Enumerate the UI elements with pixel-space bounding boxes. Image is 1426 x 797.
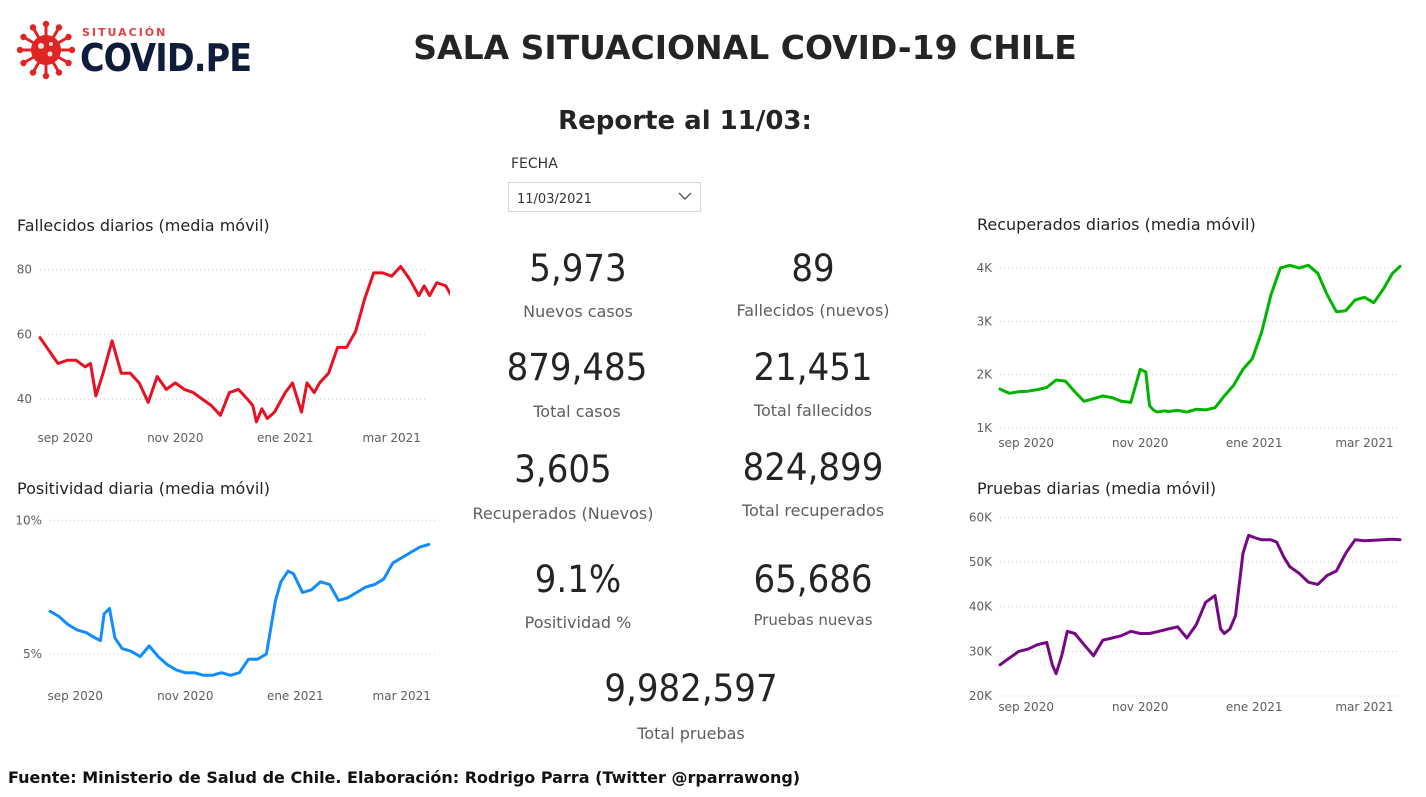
y-tick-label: 80 <box>17 263 32 277</box>
x-tick-label: mar 2021 <box>1335 436 1393 450</box>
y-tick-label: 2K <box>976 368 993 382</box>
x-tick-label: ene 2021 <box>1226 700 1283 714</box>
x-tick-label: ene 2021 <box>257 431 314 445</box>
y-tick-label: 40 <box>17 392 32 406</box>
kpi-pruebas-nuevas-value: 65,686 <box>753 558 873 601</box>
x-tick-label: nov 2020 <box>147 431 203 445</box>
x-tick-label: sep 2020 <box>37 431 93 445</box>
x-tick-label: mar 2021 <box>363 431 421 445</box>
kpi-total-pruebas-label: Total pruebas <box>637 724 745 743</box>
series-line-pruebas[interactable] <box>998 533 1402 676</box>
x-tick-label: sep 2020 <box>47 689 103 703</box>
chart-recuperados[interactable]: 1K 2K 3K 4K sep 2020 nov 2020 ene 2021 mar 2021 <box>960 240 1410 455</box>
kpi-pruebas-nuevas-label: Pruebas nuevas <box>753 611 873 629</box>
series-line-recuperados[interactable] <box>998 263 1402 414</box>
kpi-total-fallecidos-value: 21,451 <box>753 346 873 389</box>
chart-title-recuperados: Recuperados diarios (media móvil) <box>977 215 1256 234</box>
y-tick-label: 1K <box>976 421 993 435</box>
chart-title-pruebas: Pruebas diarias (media móvil) <box>977 479 1217 498</box>
source-footer: Fuente: Ministerio de Salud de Chile. El… <box>8 768 801 787</box>
logo-subtitle: SITUACIÓN <box>82 26 168 39</box>
x-tick-label: nov 2020 <box>1112 436 1168 450</box>
date-filter-label: FECHA <box>511 156 558 172</box>
kpi-nuevos-casos-value: 5,973 <box>529 247 627 290</box>
series-line-positividad[interactable] <box>48 542 431 677</box>
chart-title-positividad: Positividad diaria (media móvil) <box>17 479 270 498</box>
chart-fallecidos[interactable]: 40 60 80 sep 2020 nov 2020 ene 2021 mar 2021 <box>0 240 450 455</box>
kpi-total-recuperados-label: Total recuperados <box>741 501 885 520</box>
kpi-fallecidos-nuevos-value: 89 <box>791 247 835 290</box>
y-tick-label: 4K <box>976 261 993 275</box>
logo-title: COVID.PE <box>80 36 252 80</box>
kpi-nuevos-casos-label: Nuevos casos <box>523 302 633 321</box>
chart-pruebas[interactable]: 20K 30K 40K 50K 60K sep 2020 nov 2020 ene 2021 m… <box>960 503 1410 718</box>
report-date-title: Reporte al 11/03: <box>558 106 812 136</box>
y-tick-label: 60K <box>969 510 993 524</box>
y-tick-label: 30K <box>969 644 993 658</box>
date-filter-dropdown[interactable]: 11/03/2021 <box>508 182 701 212</box>
y-tick-label: 20K <box>969 689 993 703</box>
kpi-recuperados-nuevos-label: Recuperados (Nuevos) <box>472 504 654 523</box>
x-tick-label: sep 2020 <box>998 700 1054 714</box>
chart-positividad[interactable]: 5% 10% sep 2020 nov 2020 ene 2021 mar 2021 <box>0 503 450 713</box>
brand-logo: SITUACIÓN COVID.PE <box>16 14 252 86</box>
x-tick-label: mar 2021 <box>373 689 431 703</box>
date-filter-value: 11/03/2021 <box>517 192 592 207</box>
kpi-total-pruebas-value: 9,982,597 <box>604 667 778 710</box>
x-tick-label: sep 2020 <box>998 436 1054 450</box>
kpi-total-recuperados-value: 824,899 <box>742 446 884 489</box>
kpi-positividad-value: 9.1% <box>534 558 622 601</box>
x-tick-label: ene 2021 <box>1226 436 1283 450</box>
y-tick-label: 50K <box>969 555 993 569</box>
y-tick-label: 5% <box>23 647 42 661</box>
virus-icon <box>16 20 76 80</box>
x-tick-label: nov 2020 <box>157 689 213 703</box>
kpi-total-fallecidos-label: Total fallecidos <box>753 401 873 420</box>
page-title: SALA SITUACIONAL COVID-19 CHILE <box>413 28 1077 67</box>
kpi-total-casos-value: 879,485 <box>506 346 648 389</box>
y-tick-label: 10% <box>15 513 42 527</box>
kpi-fallecidos-nuevos-label: Fallecidos (nuevos) <box>736 301 890 320</box>
kpi-total-casos-label: Total casos <box>533 402 621 421</box>
y-tick-label: 60 <box>17 327 32 341</box>
chart-title-fallecidos: Fallecidos diarios (media móvil) <box>17 216 270 235</box>
x-tick-label: ene 2021 <box>267 689 324 703</box>
y-tick-label: 40K <box>969 600 993 614</box>
kpi-recuperados-nuevos-value: 3,605 <box>514 448 612 491</box>
chevron-down-icon <box>678 192 692 200</box>
y-tick-label: 3K <box>976 314 993 328</box>
kpi-positividad-label: Positividad % <box>524 613 632 632</box>
x-tick-label: mar 2021 <box>1335 700 1393 714</box>
x-tick-label: nov 2020 <box>1112 700 1168 714</box>
series-line-fallecidos[interactable] <box>38 265 450 424</box>
